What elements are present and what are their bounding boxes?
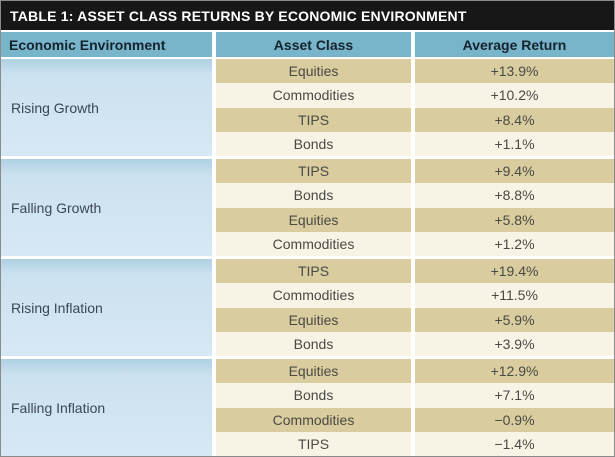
group-rising-growth: Rising Growth Equities +13.9% Commoditie… [1, 59, 614, 156]
asset-cell: Equities [216, 307, 411, 332]
environment-cell: Falling Inflation [1, 359, 212, 456]
asset-cell: Bonds [216, 183, 411, 208]
asset-cell: TIPS [216, 159, 411, 184]
environment-cell: Falling Growth [1, 159, 212, 256]
asset-cell: Equities [216, 59, 411, 84]
return-cell: −1.4% [415, 431, 614, 456]
table-title-bar: TABLE 1: ASSET CLASS RETURNS BY ECONOMIC… [1, 1, 614, 30]
return-cell: +13.9% [415, 59, 614, 84]
asset-cell: Equities [216, 359, 411, 384]
asset-cell: TIPS [216, 107, 411, 132]
return-cell: +7.1% [415, 383, 614, 408]
return-cell: +1.1% [415, 131, 614, 156]
asset-cell: Commodities [216, 407, 411, 432]
return-cell: +19.4% [415, 259, 614, 284]
column-header-average-return: Average Return [415, 32, 614, 57]
column-header-asset-class: Asset Class [216, 32, 411, 57]
return-cell: +5.8% [415, 207, 614, 232]
group-falling-inflation: Falling Inflation Equities +12.9% Bonds … [1, 359, 614, 456]
return-cell: +8.4% [415, 107, 614, 132]
asset-cell: Equities [216, 207, 411, 232]
return-cell: +12.9% [415, 359, 614, 384]
group-rising-inflation: Rising Inflation TIPS +19.4% Commodities… [1, 259, 614, 356]
table-body: Rising Growth Equities +13.9% Commoditie… [1, 59, 614, 456]
return-cell: +10.2% [415, 83, 614, 108]
column-header-environment: Economic Environment [1, 32, 212, 57]
asset-cell: Bonds [216, 383, 411, 408]
environment-cell: Rising Growth [1, 59, 212, 156]
asset-cell: Commodities [216, 231, 411, 256]
asset-cell: Bonds [216, 131, 411, 156]
group-falling-growth: Falling Growth TIPS +9.4% Bonds +8.8% Eq… [1, 159, 614, 256]
column-header-row: Economic Environment Asset Class Average… [1, 32, 614, 57]
asset-cell: TIPS [216, 259, 411, 284]
return-cell: +3.9% [415, 331, 614, 356]
return-cell: −0.9% [415, 407, 614, 432]
return-cell: +9.4% [415, 159, 614, 184]
environment-cell: Rising Inflation [1, 259, 212, 356]
asset-cell: TIPS [216, 431, 411, 456]
return-cell: +11.5% [415, 283, 614, 308]
return-cell: +8.8% [415, 183, 614, 208]
table-title: TABLE 1: ASSET CLASS RETURNS BY ECONOMIC… [10, 7, 467, 24]
asset-cell: Bonds [216, 331, 411, 356]
return-cell: +1.2% [415, 231, 614, 256]
asset-cell: Commodities [216, 283, 411, 308]
asset-cell: Commodities [216, 83, 411, 108]
return-cell: +5.9% [415, 307, 614, 332]
